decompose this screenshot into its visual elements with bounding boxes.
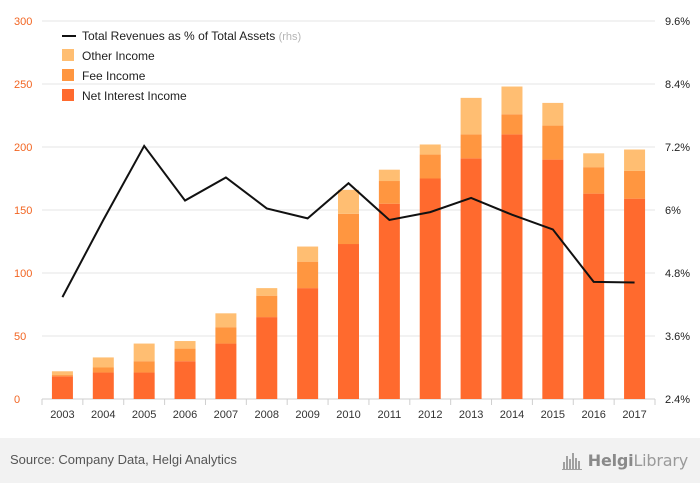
y-left-tick-label: 200 bbox=[14, 142, 32, 154]
legend-swatch-other-income bbox=[62, 49, 74, 61]
bar-other-income bbox=[215, 313, 237, 328]
bar-net-interest-income bbox=[133, 372, 155, 399]
bar-other-income bbox=[624, 149, 646, 171]
legend-label-other-income: Other Income bbox=[82, 49, 155, 63]
bar-fee-income bbox=[174, 348, 196, 362]
bar-fee-income bbox=[51, 375, 73, 377]
bar-net-interest-income bbox=[215, 343, 237, 399]
x-tick-label: 2004 bbox=[91, 409, 115, 421]
bar-other-income bbox=[256, 288, 278, 296]
footer: Source: Company Data, Helgi Analytics He… bbox=[0, 438, 700, 483]
bar-fee-income bbox=[92, 367, 114, 373]
x-tick-label: 2012 bbox=[418, 409, 442, 421]
bar-net-interest-income bbox=[542, 159, 564, 399]
bar-other-income bbox=[297, 246, 319, 262]
bar-net-interest-income bbox=[338, 244, 359, 399]
y-left-tick-label: 150 bbox=[14, 205, 32, 217]
bar-other-income bbox=[174, 341, 196, 349]
bar-fee-income bbox=[297, 261, 319, 289]
x-tick-label: 2015 bbox=[541, 409, 565, 421]
bar-net-interest-income bbox=[297, 288, 319, 399]
bar-fee-income bbox=[378, 181, 400, 204]
legend-rhs-suffix: (rhs) bbox=[279, 31, 302, 43]
bar-net-interest-income bbox=[256, 317, 278, 399]
bar-net-interest-income bbox=[583, 193, 605, 399]
bar-fee-income bbox=[419, 154, 441, 179]
y-left-tick-label: 0 bbox=[14, 394, 20, 406]
x-tick-label: 2017 bbox=[622, 409, 646, 421]
y-left-tick-label: 50 bbox=[14, 331, 26, 343]
y-left-tick-label: 250 bbox=[14, 79, 32, 91]
y-right-tick-label: 9.6% bbox=[665, 16, 690, 28]
source-note: Source: Company Data, Helgi Analytics bbox=[10, 452, 237, 467]
bar-fee-income bbox=[460, 134, 482, 159]
y-left-tick-label: 300 bbox=[14, 16, 32, 28]
x-tick-label: 2016 bbox=[581, 409, 605, 421]
bar-other-income bbox=[460, 97, 482, 135]
brand-prefix: Helgi bbox=[587, 450, 634, 470]
y-axis-left: 0 50 100 150 200 250 300 bbox=[14, 16, 32, 406]
bar-net-interest-income bbox=[378, 203, 400, 399]
bar-net-interest-income bbox=[92, 372, 114, 399]
y-right-tick-label: 8.4% bbox=[665, 79, 690, 91]
bar-other-income bbox=[542, 102, 564, 126]
bar-other-income bbox=[501, 86, 523, 115]
x-tick-label: 2003 bbox=[50, 409, 74, 421]
bar-net-interest-income bbox=[624, 198, 646, 399]
legend-label-revenue: Total Revenues as % of Total Assets (rhs… bbox=[82, 29, 301, 43]
legend-label-net-interest-income: Net Interest Income bbox=[82, 89, 187, 103]
bar-other-income bbox=[51, 371, 73, 376]
y-left-tick-label: 100 bbox=[14, 268, 32, 280]
x-tick-label: 2014 bbox=[500, 409, 524, 421]
bar-net-interest-income bbox=[501, 134, 523, 399]
bar-net-interest-income bbox=[174, 361, 196, 399]
x-tick-label: 2006 bbox=[173, 409, 197, 421]
bar-fee-income bbox=[583, 167, 605, 194]
bar-net-interest-income bbox=[460, 158, 482, 399]
line-series-path bbox=[61, 144, 635, 298]
bar-net-interest-income bbox=[419, 178, 441, 399]
bar-fee-income bbox=[215, 327, 237, 344]
legend: Total Revenues as % of Total Assets (rhs… bbox=[62, 29, 301, 103]
y-axis-right: 2.4% 3.6% 4.8% 6% 7.2% 8.4% 9.6% bbox=[665, 16, 690, 406]
bar-fee-income bbox=[256, 295, 278, 318]
x-axis: 2003 2004 2005 2006 2007 2008 2009 2010 2011 2012… bbox=[41, 399, 656, 421]
bar-fee-income bbox=[542, 125, 564, 160]
bars bbox=[51, 86, 646, 399]
brand-name: HelgiLibrary bbox=[588, 451, 688, 470]
x-tick-label: 2011 bbox=[378, 409, 402, 421]
legend-label-fee-income: Fee Income bbox=[82, 69, 146, 83]
y-right-tick-label: 3.6% bbox=[665, 331, 690, 343]
bar-fee-income bbox=[133, 361, 155, 373]
bar-fee-income bbox=[624, 170, 646, 199]
x-tick-label: 2010 bbox=[336, 409, 360, 421]
bar-other-income bbox=[583, 153, 605, 168]
bar-other-income bbox=[92, 357, 114, 368]
brand-suffix: Library bbox=[633, 450, 688, 470]
bar-logo-icon bbox=[561, 453, 582, 470]
revenue-line bbox=[61, 144, 635, 298]
y-right-tick-label: 2.4% bbox=[665, 394, 690, 406]
x-tick-label: 2005 bbox=[132, 409, 156, 421]
y-right-tick-label: 4.8% bbox=[665, 268, 690, 280]
bar-net-interest-income bbox=[51, 376, 73, 399]
bar-fee-income bbox=[501, 114, 523, 135]
x-tick-label: 2007 bbox=[214, 409, 238, 421]
bar-other-income bbox=[338, 189, 359, 214]
legend-swatch-fee-income bbox=[62, 69, 74, 81]
chart: 2003 2004 2005 2006 2007 2008 2009 2010 2011 2012… bbox=[14, 16, 690, 421]
y-right-tick-label: 7.2% bbox=[665, 142, 690, 154]
bar-fee-income bbox=[338, 213, 359, 245]
brand-logo[interactable]: HelgiLibrary bbox=[561, 448, 688, 472]
legend-swatch-net-interest-income bbox=[62, 89, 74, 101]
x-tick-label: 2013 bbox=[459, 409, 483, 421]
bar-other-income bbox=[378, 169, 400, 182]
y-right-tick-label: 6% bbox=[665, 205, 681, 217]
x-tick-label: 2009 bbox=[295, 409, 319, 421]
x-tick-label: 2008 bbox=[255, 409, 279, 421]
bar-other-income bbox=[133, 343, 155, 362]
bar-other-income bbox=[419, 144, 441, 155]
